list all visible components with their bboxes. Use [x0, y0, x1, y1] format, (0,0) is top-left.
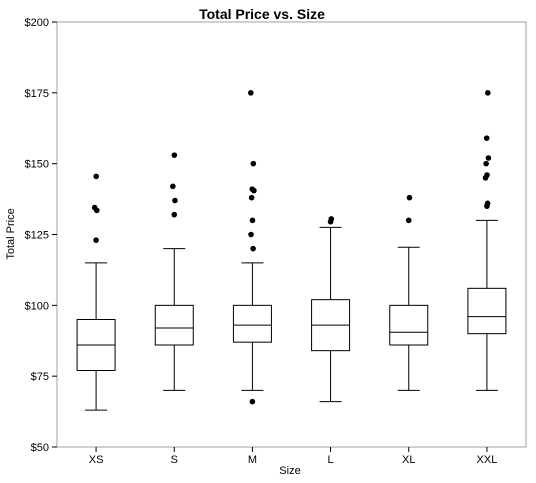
box-xxl [467, 90, 507, 391]
y-tick-label: $125 [25, 230, 49, 242]
outlier-point [171, 211, 178, 218]
outlier-point [171, 152, 178, 158]
box-xs [76, 173, 116, 411]
x-tick-label: S [171, 454, 178, 466]
chart-title: Total Price vs. Size [199, 6, 325, 22]
outlier-point [405, 217, 412, 224]
outlier-point [484, 200, 491, 207]
outlier-point [249, 398, 256, 405]
y-tick-label: $75 [31, 371, 49, 383]
iqr-box [389, 304, 429, 346]
box-l [311, 216, 351, 403]
box-s [154, 152, 194, 391]
y-tick-label: $150 [25, 159, 49, 171]
outlier-point [93, 237, 99, 243]
x-tick-label: L [328, 454, 334, 466]
box-m [232, 90, 272, 405]
outlier-point [249, 186, 256, 192]
outlier-point [485, 90, 491, 96]
x-axis-label: Size [279, 465, 300, 477]
outlier-point [483, 135, 490, 141]
x-tick-label: M [248, 454, 257, 466]
x-tick-label: XL [402, 454, 415, 466]
x-axis: XS S M L XL XXL [89, 447, 498, 466]
outlier-point [250, 245, 256, 252]
iqr-box [232, 304, 272, 343]
y-tick-label: $100 [25, 300, 49, 312]
outlier-point [248, 194, 255, 201]
box-xl [389, 194, 429, 391]
outlier-point [483, 160, 489, 167]
outlier-point [249, 217, 256, 224]
outlier-point [406, 194, 413, 201]
y-axis-label: Total Price [5, 208, 17, 259]
x-tick-label: XXL [477, 454, 498, 466]
plot-area [56, 21, 527, 448]
iqr-box [154, 304, 194, 346]
y-tick-label: $50 [31, 442, 49, 454]
outlier-point [172, 197, 178, 204]
outlier-point [485, 155, 492, 161]
outlier-point [248, 231, 254, 238]
outlier-point [328, 216, 335, 222]
outlier-point [250, 160, 257, 167]
outlier-point [93, 173, 99, 180]
y-tick-label: $200 [25, 17, 49, 29]
outlier-point [91, 204, 98, 211]
outlier-point [248, 90, 254, 96]
outlier-point [484, 172, 490, 178]
y-axis: $50 $75 $100 $125 $150 $175 $200 [25, 17, 57, 454]
y-tick-label: $175 [25, 88, 49, 100]
outlier-point [170, 183, 176, 190]
boxes-group [76, 90, 507, 411]
x-tick-label: XS [89, 454, 104, 466]
iqr-box [467, 287, 507, 335]
